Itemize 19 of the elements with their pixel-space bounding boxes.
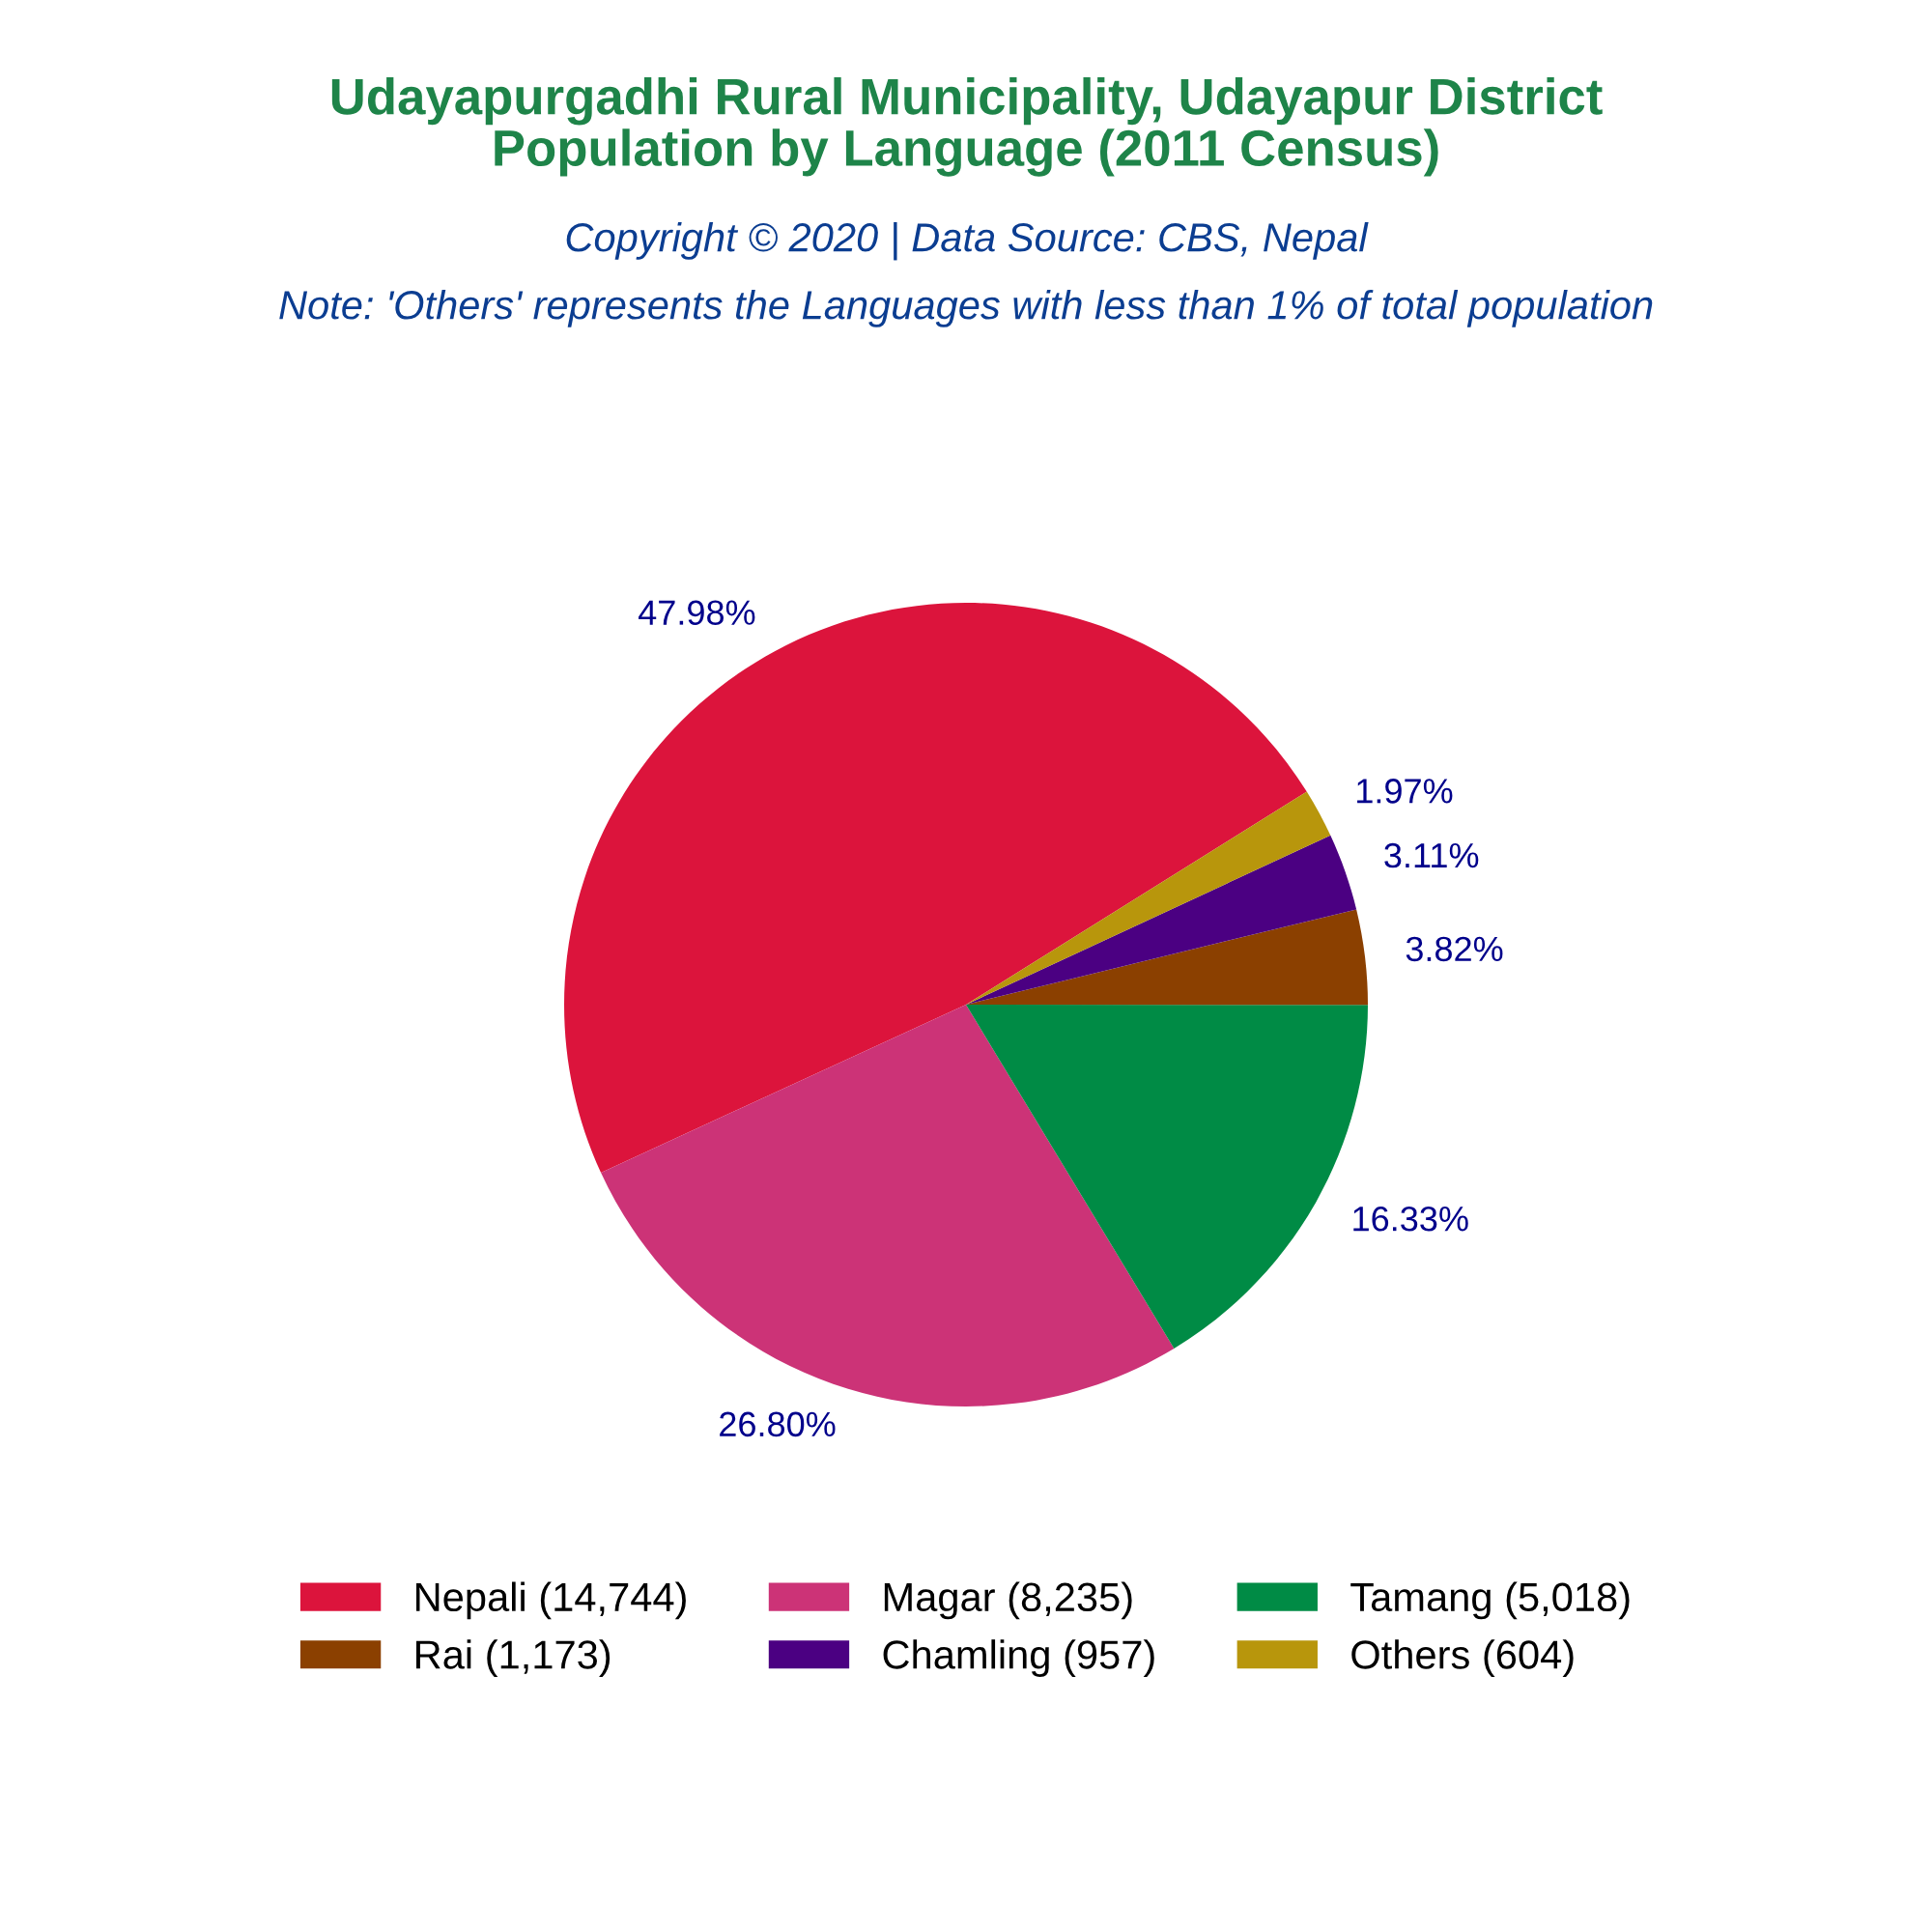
legend-label: Rai (1,173) bbox=[416, 1639, 611, 1677]
data-label: 47.98% bbox=[639, 600, 755, 625]
data-label: 3.82% bbox=[1406, 936, 1503, 962]
data-label: 26.80% bbox=[720, 1411, 836, 1437]
legend-label: Tamang (5,018) bbox=[1350, 1581, 1630, 1620]
chart-title: Udayapurgadhi Rural Municipality, Udayapur District Population by Language (2011 Census) bbox=[331, 77, 1603, 177]
legend-label: Magar (8,235) bbox=[884, 1581, 1132, 1620]
pie-slice bbox=[966, 791, 1331, 1005]
data-label: 3.11% bbox=[1384, 842, 1479, 868]
data-label: 16.33% bbox=[1353, 1206, 1468, 1232]
pie-slice bbox=[601, 1005, 1175, 1406]
legend-label: Chamling (957) bbox=[883, 1639, 1154, 1678]
text: Note: 'Others' represents the Languages with less than 1% of total population bbox=[279, 290, 1653, 327]
pie-slice bbox=[966, 909, 1368, 1006]
pie-slice bbox=[966, 835, 1357, 1005]
chart-subtitle: Copyright © 2020 | Data Source: CBS, Nepal bbox=[566, 222, 1369, 261]
legend-label: Others (604) bbox=[1351, 1639, 1574, 1677]
data-label: 1.97% bbox=[1357, 779, 1453, 804]
legend-label: Nepali (14,744) bbox=[416, 1581, 686, 1620]
